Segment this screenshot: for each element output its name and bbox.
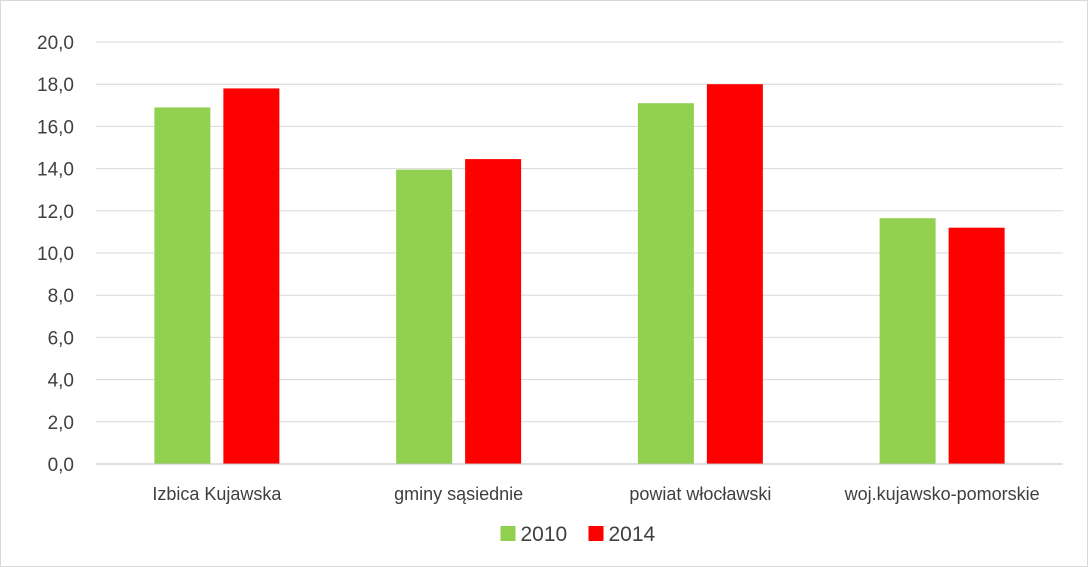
bar-2014-1	[465, 159, 522, 465]
bar-2014-2	[706, 84, 763, 464]
bar-2014-0	[223, 88, 280, 465]
bar-2014-3	[948, 227, 1005, 464]
bar-2010-2	[637, 103, 694, 464]
legend-swatch-2010	[500, 526, 516, 541]
y-tick-label: 2,0	[48, 413, 74, 434]
y-tick-label: 8,0	[48, 286, 74, 307]
y-tick-label: 6,0	[48, 328, 74, 349]
y-tick-label: 0,0	[48, 455, 74, 476]
legend-label: 2014	[609, 523, 656, 546]
x-tick-label: woj.kujawsko-pomorskie	[844, 484, 1040, 504]
legend: 2010 2014	[500, 523, 656, 546]
y-tick-label: 12,0	[37, 202, 74, 223]
y-tick-label: 10,0	[37, 244, 74, 265]
bar-2010-3	[879, 218, 936, 464]
y-tick-label: 16,0	[37, 117, 74, 138]
y-tick-label: 14,0	[37, 160, 74, 181]
bar-2010-1	[396, 169, 453, 464]
legend-label: 2010	[521, 523, 568, 546]
tick-labels: 0,0 2,0 4,0 6,0 8,0 10,0 12,0 14,0 16,0 18,0 20,0 I…	[37, 33, 1040, 504]
y-tick-label: 20,0	[37, 33, 74, 54]
x-tick-label: Izbica Kujawska	[152, 484, 282, 504]
y-tick-label: 18,0	[37, 75, 74, 96]
bar-2010-0	[154, 107, 211, 464]
x-tick-label: powiat włocławski	[629, 484, 771, 504]
bars	[154, 84, 1005, 465]
y-tick-label: 4,0	[48, 371, 74, 392]
legend-swatch-2014	[588, 526, 604, 541]
x-tick-label: gminy sąsiednie	[394, 484, 523, 504]
